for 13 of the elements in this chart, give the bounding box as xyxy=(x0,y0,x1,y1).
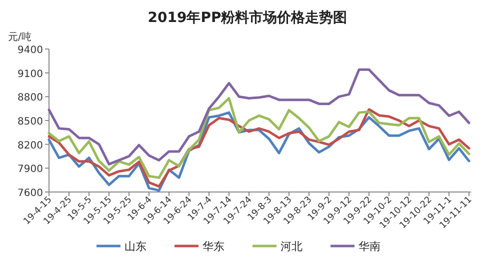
y-tick-label: 8200 xyxy=(18,140,43,152)
y-axis-title: 元/吨 xyxy=(8,31,32,43)
y-tick-label: 8500 xyxy=(18,116,43,128)
legend-label: 华南 xyxy=(358,240,380,253)
chart-title: 2019年PP粉料市场价格走势图 xyxy=(148,9,348,26)
legend-label: 华东 xyxy=(202,240,224,253)
y-tick-label: 7900 xyxy=(18,164,43,176)
legend-label: 河北 xyxy=(280,240,302,253)
y-tick-label: 9400 xyxy=(18,45,43,56)
y-tick-label: 9100 xyxy=(18,68,43,80)
legend-label: 山东 xyxy=(124,240,146,253)
y-tick-label: 7600 xyxy=(18,188,43,199)
y-tick-label: 8800 xyxy=(18,92,43,104)
